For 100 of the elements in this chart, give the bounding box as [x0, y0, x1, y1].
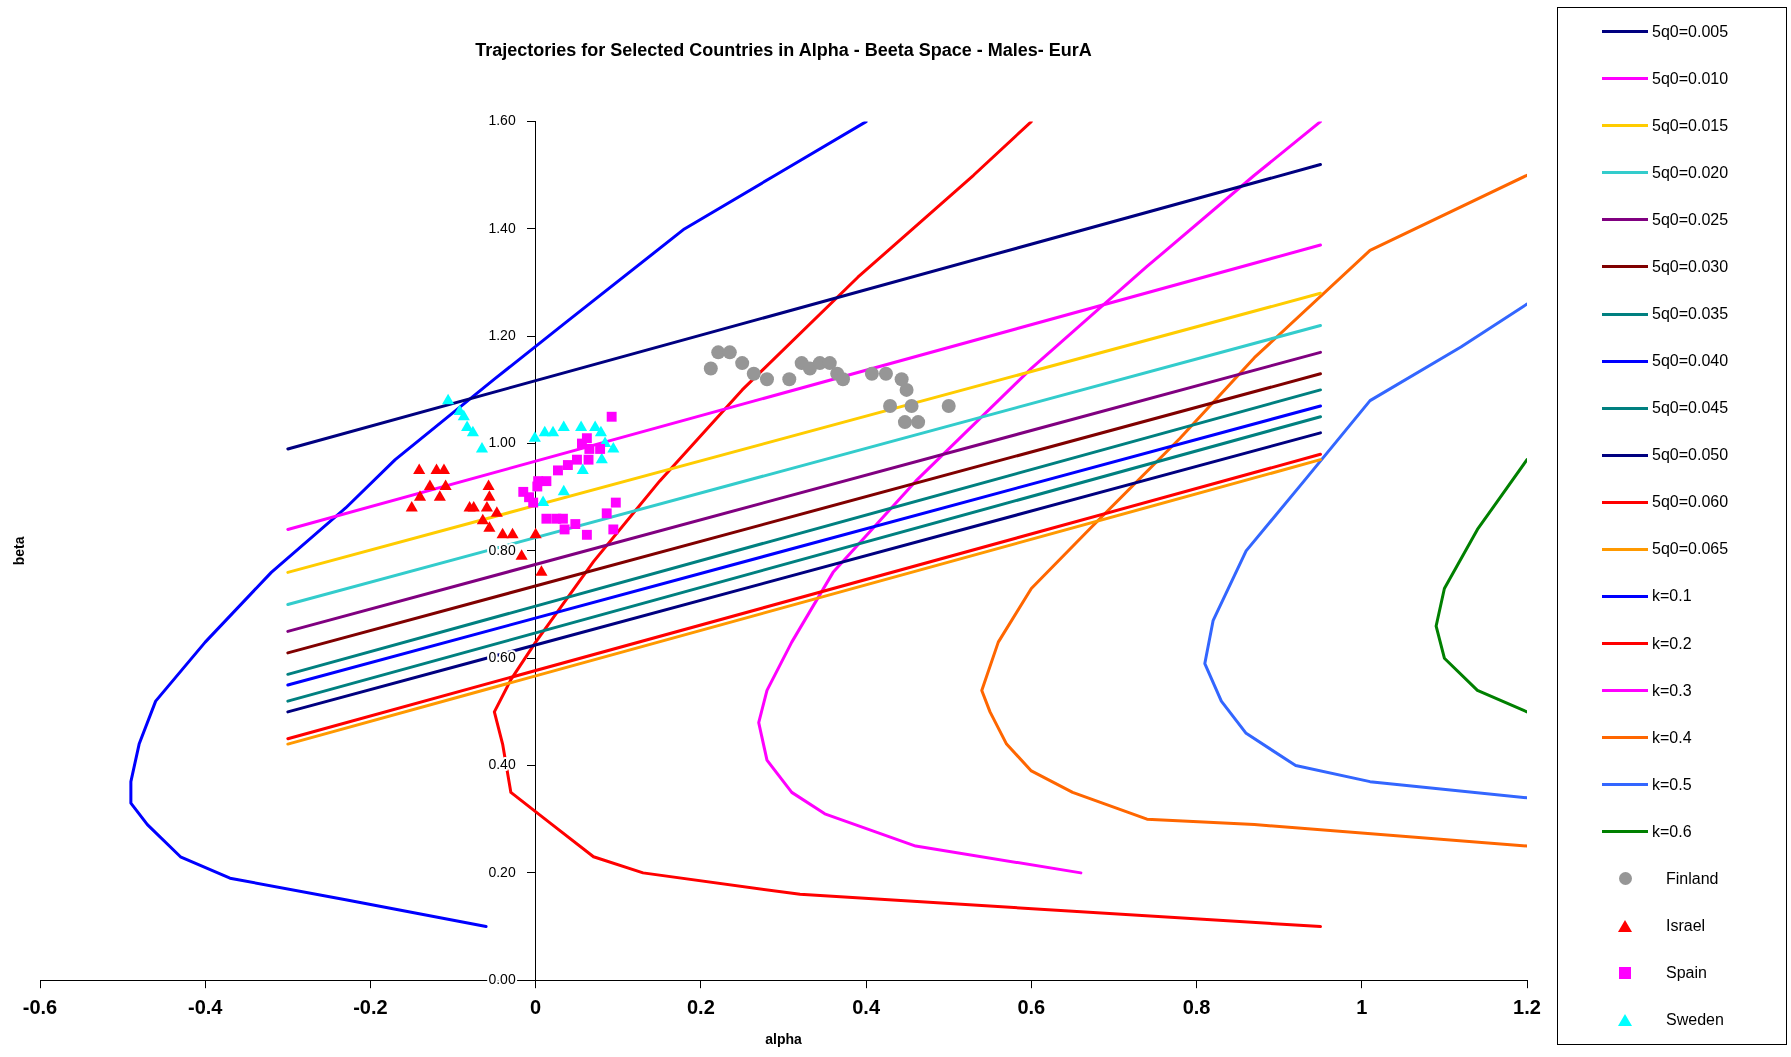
legend-label: k=0.4: [1652, 728, 1692, 747]
x-axis-title: alpha: [765, 1031, 802, 1048]
point: [594, 425, 607, 437]
point: [557, 513, 568, 524]
point: [897, 415, 912, 430]
point: [607, 441, 620, 453]
y-tick-label: 0.20: [488, 863, 516, 880]
chart-title: Trajectories for Selected Countries in Alpha - Beeta Space - Males- EurA: [475, 39, 1092, 60]
point: [546, 425, 560, 437]
point: [562, 460, 573, 470]
point: [482, 479, 495, 491]
point: [475, 441, 489, 453]
point: [601, 508, 612, 519]
x-tick-label: 1: [1356, 995, 1368, 1018]
point: [557, 420, 570, 431]
point: [532, 481, 543, 492]
y-axis-title: beta: [11, 536, 27, 566]
point: [608, 524, 619, 535]
point: [941, 399, 956, 414]
point: [423, 479, 436, 491]
legend-label: 5q0=0.015: [1652, 116, 1729, 135]
legend-label: Israel: [1666, 917, 1706, 936]
x-tick-label: 1.2: [1513, 995, 1541, 1018]
y-tick-label: 1.60: [488, 112, 516, 129]
x-tick-label: 0.6: [1017, 995, 1046, 1018]
legend-label: 5q0=0.030: [1652, 257, 1729, 276]
point: [583, 454, 594, 465]
point: [606, 411, 617, 422]
x-tick-label: 0.8: [1182, 995, 1211, 1018]
point: [541, 513, 552, 524]
y-tick-label: 1.20: [488, 327, 516, 344]
point: [496, 527, 509, 539]
x-tick-label: 0.2: [686, 995, 715, 1018]
point: [528, 497, 539, 508]
point: [480, 500, 493, 512]
point: [904, 399, 919, 414]
point: [528, 431, 541, 442]
point: [835, 372, 850, 387]
y-tick-label: 1.40: [488, 219, 516, 236]
point: [439, 479, 452, 491]
point: [535, 565, 548, 576]
point: [553, 465, 563, 476]
point: [899, 382, 914, 397]
point: [610, 497, 621, 508]
legend-label: Spain: [1666, 964, 1707, 983]
x-tick-label: -0.6: [22, 995, 58, 1018]
x-tick-label: 0.4: [852, 995, 881, 1018]
legend-label: k=0.3: [1652, 681, 1692, 700]
x-tick-label: 0: [530, 995, 542, 1018]
point: [442, 393, 455, 405]
point: [466, 425, 479, 437]
point: [735, 356, 750, 371]
legend-label: 5q0=0.025: [1652, 210, 1729, 229]
legend-label: k=0.5: [1652, 775, 1692, 794]
point: [413, 463, 426, 474]
point: [894, 372, 909, 387]
point: [864, 366, 879, 381]
point: [467, 500, 480, 512]
legend-label: 5q0=0.010: [1652, 69, 1729, 88]
x-tick-label: -0.2: [353, 995, 388, 1018]
legend-label: 5q0=0.060: [1652, 493, 1729, 512]
legend-label: Sweden: [1666, 1011, 1724, 1030]
point: [584, 443, 595, 454]
legend-label: 5q0=0.045: [1652, 399, 1729, 418]
point: [506, 527, 519, 539]
point: [413, 490, 427, 501]
point: [483, 490, 496, 501]
point: [476, 513, 489, 525]
point: [576, 463, 589, 474]
point: [559, 524, 570, 535]
legend-label: k=0.1: [1652, 587, 1692, 606]
legend-label: 5q0=0.040: [1652, 352, 1729, 371]
point: [490, 506, 503, 517]
point: [722, 345, 737, 360]
legend-label: 5q0=0.065: [1652, 540, 1729, 559]
point: [883, 399, 898, 414]
point: [529, 527, 542, 539]
point: [746, 366, 761, 381]
point: [911, 415, 926, 430]
point: [557, 484, 570, 496]
point: [782, 372, 797, 387]
point: [570, 519, 581, 530]
legend-label: Finland: [1666, 869, 1719, 888]
point: [595, 443, 606, 454]
point: [515, 549, 528, 560]
point: [483, 521, 496, 532]
x-tick-label: -0.4: [187, 995, 224, 1018]
point: [595, 452, 608, 464]
legend-label: 5q0=0.020: [1652, 163, 1729, 182]
point: [433, 490, 446, 501]
point: [822, 356, 837, 371]
point: [711, 345, 726, 360]
legend-label: k=0.6: [1652, 822, 1692, 841]
legend-label: k=0.2: [1652, 634, 1692, 653]
point: [759, 372, 774, 387]
y-tick-label: 1.00: [488, 434, 516, 451]
point: [405, 500, 418, 512]
point: [572, 454, 582, 465]
legend-label: 5q0=0.050: [1652, 446, 1729, 465]
legend-label: 5q0=0.035: [1652, 305, 1729, 323]
